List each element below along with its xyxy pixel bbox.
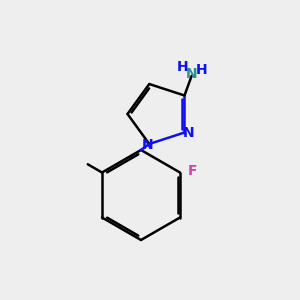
Text: H: H [196, 63, 207, 77]
Text: N: N [142, 139, 154, 152]
Text: F: F [188, 164, 197, 178]
Text: N: N [182, 125, 194, 140]
Text: H: H [176, 60, 188, 74]
Text: N: N [186, 67, 197, 81]
